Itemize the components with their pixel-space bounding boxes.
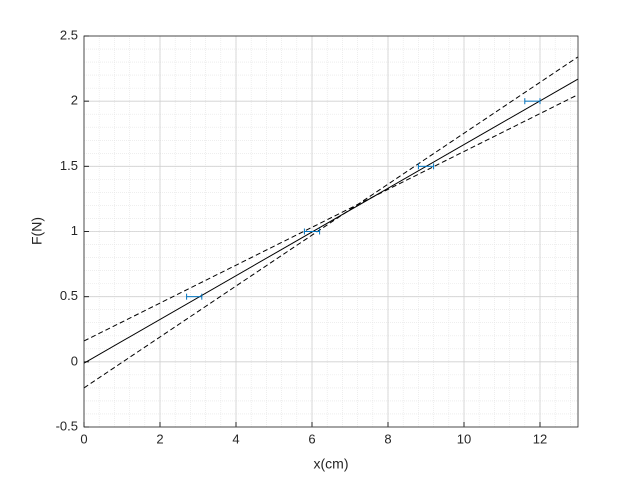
x-tick-label: 12 (533, 431, 547, 446)
axes-box (83, 35, 579, 428)
x-axis-label: x(cm) (314, 456, 349, 472)
x-tick-label: 2 (156, 431, 163, 446)
fit-line (83, 56, 579, 389)
error-bar (303, 228, 321, 235)
x-tick-label: 10 (457, 431, 471, 446)
error-bar (186, 293, 203, 300)
x-tick-label: 6 (308, 431, 315, 446)
y-axis-label: F(N) (29, 217, 45, 245)
y-tick-label: 1.5 (60, 158, 78, 173)
y-tick-label: 2.5 (60, 27, 78, 42)
y-tick-label: 0.5 (60, 288, 78, 303)
y-tick-label: 2 (71, 93, 78, 108)
x-tick-label: 8 (384, 431, 391, 446)
fit-line (83, 78, 579, 364)
y-tick-label: -0.5 (56, 418, 78, 433)
x-tick-label: 4 (232, 431, 239, 446)
y-tick-label: 0 (71, 353, 78, 368)
y-tick-label: 1 (71, 223, 78, 238)
error-bar (417, 163, 435, 170)
x-tick-label: 0 (80, 431, 87, 446)
fit-line (83, 94, 579, 342)
error-bar (524, 98, 541, 105)
